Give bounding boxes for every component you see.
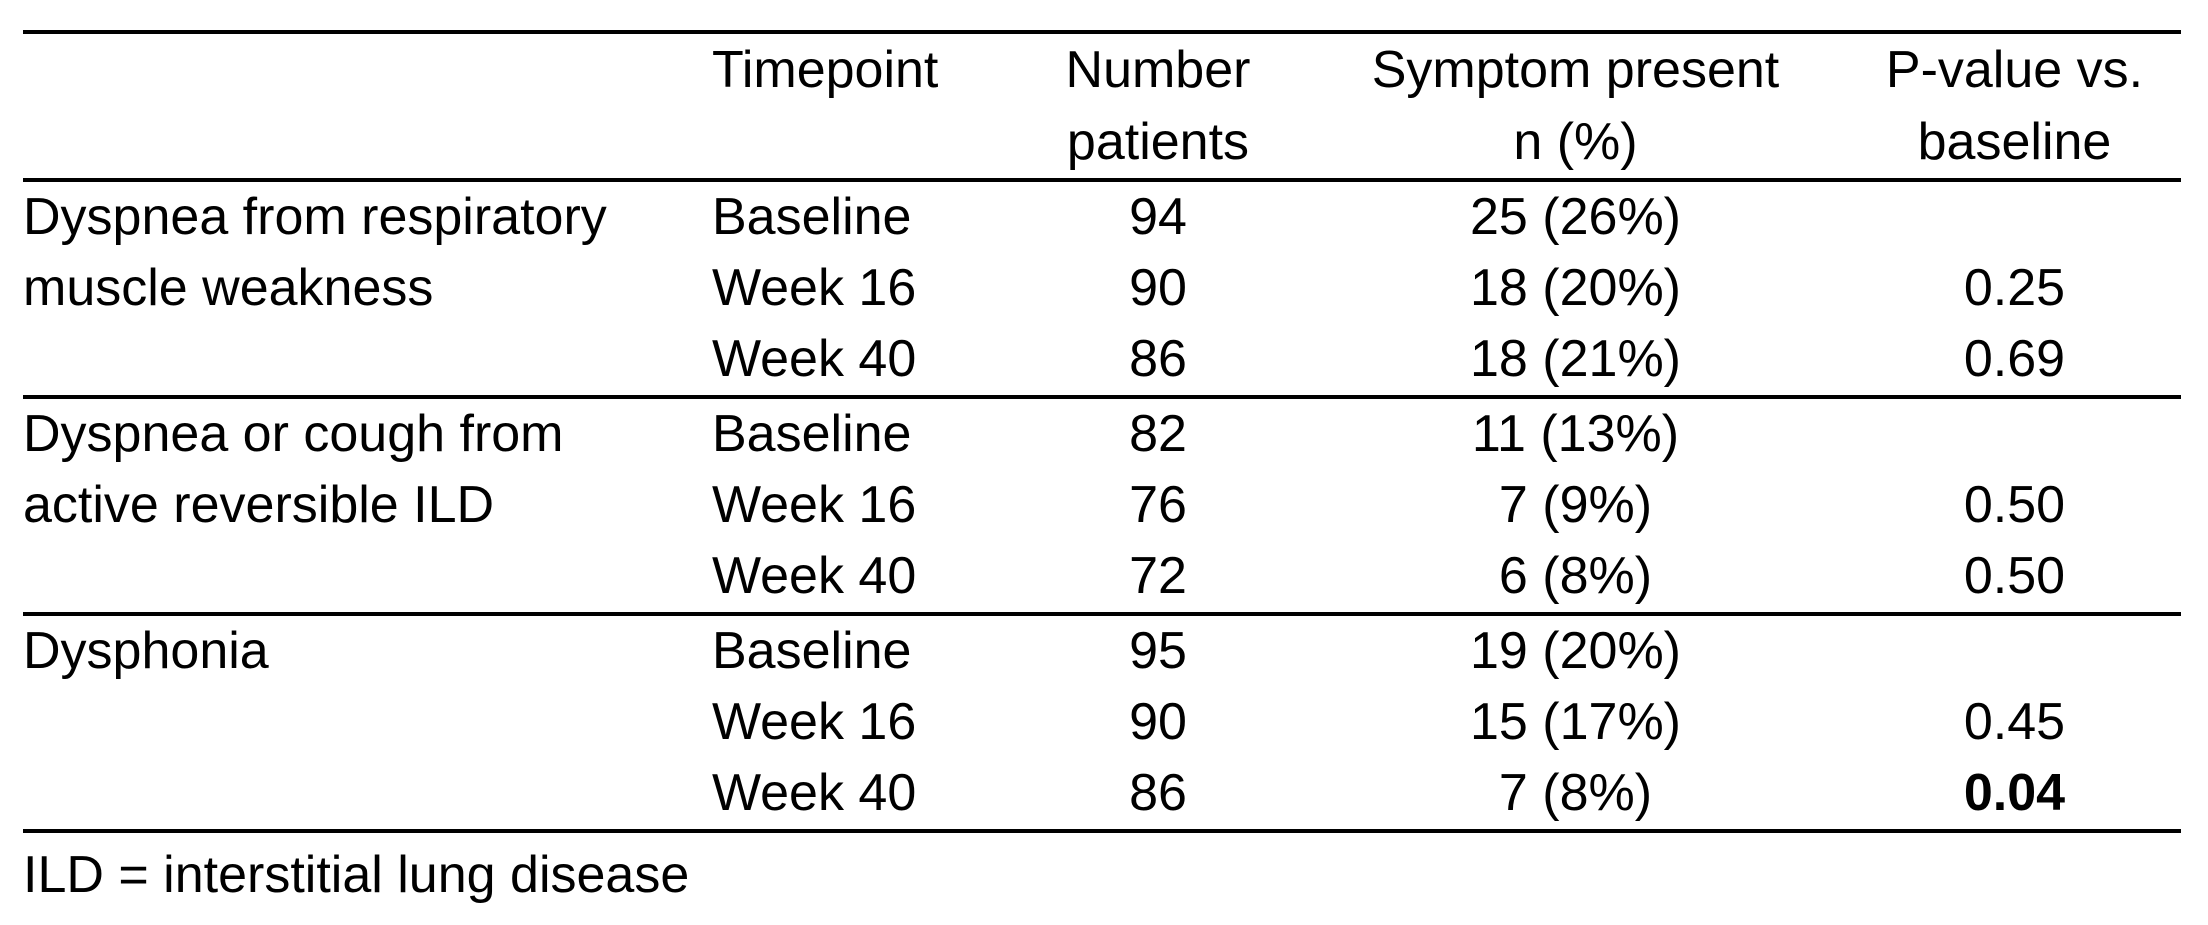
symptom-label: Dysphonia xyxy=(23,622,269,680)
number-patients-cell: 86 xyxy=(1129,330,1187,388)
timepoint-cell: Week 16 xyxy=(712,259,917,317)
timepoint-cell: Week 40 xyxy=(712,330,917,388)
table-row: Week 16 90 15 (17%) 0.45 xyxy=(23,687,2181,758)
timepoint-cell: Week 16 xyxy=(712,693,917,751)
timepoint-cell: Week 40 xyxy=(712,547,917,605)
p-value-cell: 0.50 xyxy=(1963,547,2066,605)
symptom-present-cell: 15 (17%) xyxy=(1470,693,1681,751)
table-row: Dyspnea from respiratory muscle weakness… xyxy=(23,180,2181,317)
table-footnote: ILD = interstitial lung disease xyxy=(23,846,690,904)
table-row: Week 40 72 6 (8%) 0.50 xyxy=(23,541,2181,614)
header-row: Timepoint Number patients Symptom presen… xyxy=(23,32,2181,180)
p-value-cell: 0.50 xyxy=(1963,476,2066,534)
number-patients-cell: 95 xyxy=(1129,622,1187,680)
p-value-cell xyxy=(1848,614,2181,687)
symptom-present-cell: 19 (20%) xyxy=(1470,622,1681,680)
header-pvalue-line2: baseline xyxy=(1917,113,2112,171)
number-patients-cell: 90 xyxy=(1129,259,1187,317)
symptom-present-cell: 11 (13%) xyxy=(1471,405,1680,463)
table-row: Week 16 76 7 (9%) 0.50 xyxy=(23,470,2181,541)
p-value-cell: 0.25 xyxy=(1963,259,2066,317)
table-row: Dysphonia Baseline 95 19 (20%) xyxy=(23,614,2181,687)
timepoint-cell: Baseline xyxy=(712,405,912,463)
header-symptom-present: Symptom present n (%) xyxy=(1303,32,1848,180)
symptom-label: Dyspnea from respiratory muscle weakness xyxy=(23,188,607,317)
symptom-present-cell: 6 (8%) xyxy=(1498,547,1653,605)
header-symptom xyxy=(23,32,703,180)
p-value-cell: 0.04 xyxy=(1963,764,2066,822)
table-header: Timepoint Number patients Symptom presen… xyxy=(23,32,2181,180)
p-value-cell xyxy=(1848,397,2181,470)
symptom-present-cell: 7 (9%) xyxy=(1498,476,1653,534)
header-p-value: P-value vs. baseline xyxy=(1848,32,2181,180)
table-row: Week 40 86 18 (21%) 0.69 xyxy=(23,324,2181,397)
timepoint-cell: Week 40 xyxy=(712,764,917,822)
header-number-patients: Number patients xyxy=(1013,32,1303,180)
section-dyspnea-cough-reversible-ild: Dyspnea or cough from active reversible … xyxy=(23,397,2181,614)
number-patients-cell: 72 xyxy=(1129,547,1187,605)
header-timepoint: Timepoint xyxy=(703,32,1013,180)
section-dysphonia: Dysphonia Baseline 95 19 (20%) Week 16 9… xyxy=(23,614,2181,831)
number-patients-cell: 90 xyxy=(1129,693,1187,751)
table-row: Week 16 90 18 (20%) 0.25 xyxy=(23,253,2181,324)
table-row: Week 40 86 7 (8%) 0.04 xyxy=(23,758,2181,831)
header-present-line1: Symptom present xyxy=(1371,41,1780,99)
symptom-present-cell: 7 (8%) xyxy=(1498,764,1653,822)
header-present-line2: n (%) xyxy=(1513,113,1638,171)
number-patients-cell: 82 xyxy=(1129,405,1187,463)
table-row: Dyspnea or cough from active reversible … xyxy=(23,397,2181,534)
header-pvalue-line1: P-value vs. xyxy=(1885,41,2144,99)
p-value-cell: 0.45 xyxy=(1963,693,2066,751)
symptom-present-cell: 25 (26%) xyxy=(1470,188,1681,246)
p-value-cell xyxy=(1848,180,2181,253)
header-timepoint-label: Timepoint xyxy=(712,41,939,99)
symptom-table: Timepoint Number patients Symptom presen… xyxy=(23,30,2181,833)
section-dyspnea-respiratory-muscle-weakness: Dyspnea from respiratory muscle weakness… xyxy=(23,180,2181,397)
symptom-label: Dyspnea or cough from active reversible … xyxy=(23,405,564,534)
symptom-present-cell: 18 (20%) xyxy=(1470,259,1681,317)
symptom-present-cell: 18 (21%) xyxy=(1470,330,1681,388)
header-number-line1: Number xyxy=(1065,41,1251,99)
header-number-line2: patients xyxy=(1066,113,1250,171)
timepoint-cell: Baseline xyxy=(712,622,912,680)
timepoint-cell: Week 16 xyxy=(712,476,917,534)
number-patients-cell: 86 xyxy=(1129,764,1187,822)
number-patients-cell: 94 xyxy=(1129,188,1187,246)
number-patients-cell: 76 xyxy=(1129,476,1187,534)
timepoint-cell: Baseline xyxy=(712,188,912,246)
p-value-cell: 0.69 xyxy=(1963,330,2066,388)
